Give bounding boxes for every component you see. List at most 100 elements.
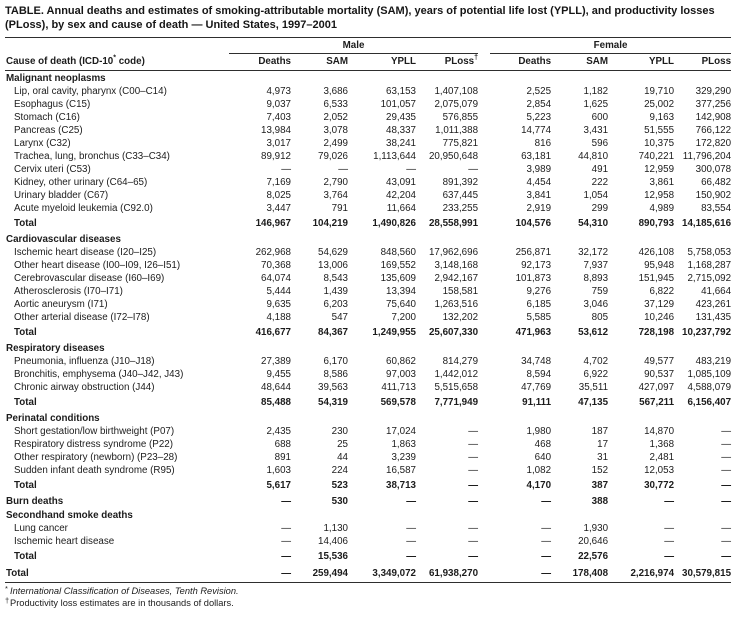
group-header-female: Female <box>490 36 732 54</box>
cell-value: — <box>229 564 291 583</box>
cell-value: 890,793 <box>638 217 675 229</box>
row-label: Sudden infant death syndrome (R95) <box>14 464 175 476</box>
gap-cell <box>478 259 490 272</box>
cell-value: 97,003 <box>386 368 416 380</box>
cell-value: 567,211 <box>639 396 675 408</box>
cell-value <box>551 341 608 355</box>
cell-value: 3,148,168 <box>434 259 479 271</box>
cell-value: — <box>721 464 732 476</box>
cell-value: 7,937 <box>583 259 609 271</box>
cell-value: — <box>541 522 552 534</box>
cell-value: 4,188 <box>266 311 291 323</box>
table-row: Respiratory distress syndrome (P22) 688 25… <box>5 438 731 451</box>
cell-value <box>608 411 674 425</box>
header-corner-cell <box>5 36 229 54</box>
cell-value: 9,635 <box>266 298 291 310</box>
cell-value: — <box>721 522 732 534</box>
cell-value <box>416 411 478 425</box>
cell-value <box>551 508 608 522</box>
cell-value: 766,122 <box>695 124 732 136</box>
table-row: Pneumonia, influenza (J10–J18) 27,389 6,17… <box>5 355 731 368</box>
cell-value: 1,863 <box>391 438 416 450</box>
group-gap <box>478 36 491 54</box>
table-row: Atherosclerosis (I70–I71) 5,444 1,439 13,39… <box>5 285 731 298</box>
cell-value: 416,677 <box>255 326 291 338</box>
cell-value: 5,617 <box>266 479 291 491</box>
table-row: Other arterial disease (I72–I78) 4,188 547… <box>5 311 731 324</box>
cell-value <box>291 70 348 85</box>
cell-value: 3,078 <box>323 124 348 136</box>
cell-value <box>291 411 348 425</box>
cell-value: — <box>338 163 348 175</box>
cell-value <box>416 232 478 246</box>
cell-value: 300,078 <box>695 163 732 175</box>
cell-value: 34,748 <box>521 355 552 367</box>
table-row: Urinary bladder (C67) 8,025 3,764 42,204 637… <box>5 189 731 202</box>
cell-value: 1,011,388 <box>435 124 479 136</box>
gap-cell <box>478 202 490 215</box>
cell-value: 7,403 <box>266 111 291 123</box>
cell-value: 1,085,109 <box>687 368 732 380</box>
table-row: Aortic aneurysm (I71) 9,635 6,203 75,640 1,2… <box>5 298 731 311</box>
cell-value <box>490 70 551 85</box>
row-label: Aortic aneurysm (I71) <box>14 298 108 310</box>
cell-value: — <box>281 522 291 534</box>
cell-value: 66,482 <box>701 176 732 188</box>
cell-value: 92,173 <box>521 259 552 271</box>
table-row: Trachea, lung, bronchus (C33–C34) 89,912 7… <box>5 150 731 163</box>
cell-value: 54,310 <box>578 217 609 229</box>
cell-value: 12,958 <box>644 189 675 201</box>
cell-value: 7,200 <box>391 311 416 323</box>
section-row: Secondhand smoke deaths <box>5 508 731 522</box>
total-label: Total <box>14 550 37 562</box>
cell-value: 891 <box>274 451 291 463</box>
cell-value: 44 <box>337 451 348 463</box>
cell-value: 728,198 <box>638 326 675 338</box>
cell-value: 3,989 <box>526 163 552 175</box>
cell-value: 152 <box>591 464 609 476</box>
cell-value: 1,249,955 <box>372 326 416 338</box>
footnote-marker: * <box>5 583 8 593</box>
gap-cell <box>478 298 490 311</box>
table-row: Other respiratory (newborn) (P23–28) 891 4… <box>5 451 731 464</box>
cell-value: 427,097 <box>638 381 675 393</box>
cell-value: 85,488 <box>261 396 291 408</box>
gap-cell <box>478 522 490 535</box>
gap-cell <box>478 111 490 124</box>
cell-value: 3,764 <box>323 189 348 201</box>
row-label: Trachea, lung, bronchus (C33–C34) <box>14 150 170 162</box>
cell-value <box>348 411 416 425</box>
row-label: Kidney, other urinary (C64–65) <box>14 176 148 188</box>
cell-value <box>674 508 731 522</box>
cell-value: — <box>468 550 479 562</box>
table-row: Ischemic heart disease (I20–I25) 262,968 5… <box>5 246 731 259</box>
cell-value: — <box>541 535 552 547</box>
row-label: Cerebrovascular disease (I60–I69) <box>14 272 165 284</box>
cell-value: 2,052 <box>323 111 348 123</box>
section-total-row: Total 85,488 54,319 569,578 7,771,949 91,111 4… <box>5 394 731 411</box>
cell-value: 299 <box>591 202 609 214</box>
cell-value: 13,394 <box>386 285 416 297</box>
cell-value: 9,455 <box>266 368 291 380</box>
section-total-row: Total — 15,536 — — — 22,576 — — <box>5 548 731 565</box>
cell-value: 230 <box>331 425 348 437</box>
table-row: Acute myeloid leukemia (C92.0) 3,447 791 11… <box>5 202 731 215</box>
cell-value: — <box>406 535 416 547</box>
cell-value: 14,185,616 <box>682 217 732 229</box>
cell-value: 816 <box>534 137 552 149</box>
header-group-row: Male Female <box>5 36 732 54</box>
total-label: Total <box>14 326 37 338</box>
cell-value: — <box>468 163 479 175</box>
cell-value: 11,796,204 <box>682 150 732 162</box>
footnote-text: International Classification of Diseases… <box>10 585 239 596</box>
gap-cell <box>478 215 490 232</box>
table-header: Male Female Cause of death (ICD-10* code) D… <box>5 36 732 71</box>
cell-value <box>490 411 551 425</box>
cell-value: 6,170 <box>323 355 348 367</box>
cell-value: 1,182 <box>583 85 609 97</box>
cell-value: 20,950,648 <box>428 150 479 162</box>
cell-value: 51,555 <box>644 124 675 136</box>
cell-value: 1,439 <box>323 285 348 297</box>
cell-value <box>674 411 731 425</box>
cell-value <box>416 70 478 85</box>
